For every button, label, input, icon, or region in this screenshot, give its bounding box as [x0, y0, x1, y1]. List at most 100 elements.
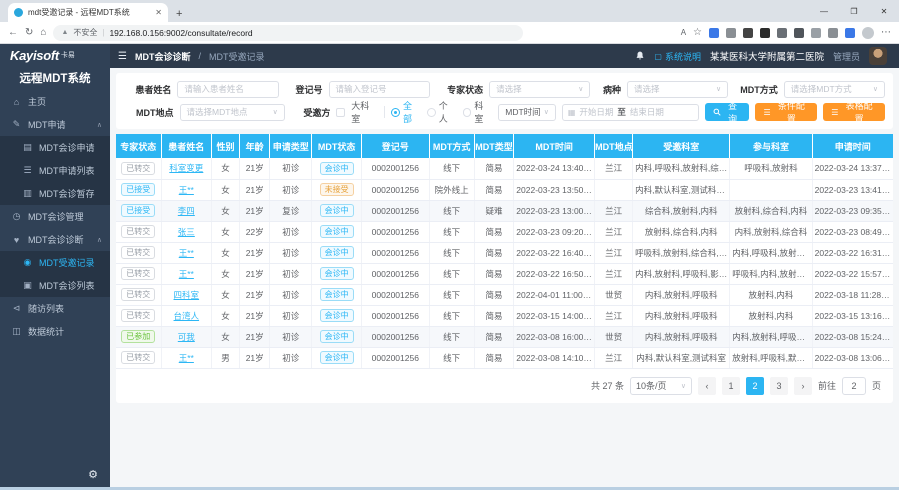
user-icon: ◉ — [23, 257, 32, 267]
column-header: 申请类型 — [269, 134, 313, 158]
sidebar-item-statistics[interactable]: ◫ 数据统计 — [12, 326, 65, 337]
back-button[interactable]: ← — [8, 27, 18, 38]
patient-name-link: 王** — [161, 263, 213, 285]
next-page-button[interactable]: › — [793, 376, 812, 395]
cell-apply-type: 初诊 — [269, 284, 313, 306]
date-range-input[interactable]: ▦ 开始日期 至 结束日期 — [561, 103, 699, 121]
mdt-mode-select[interactable]: 请选择MDT方式 ∨ — [783, 80, 885, 98]
patient-name-link[interactable]: 王** — [178, 268, 194, 279]
sidebar-item-mdt-draft[interactable]: ▥ MDT会诊暂存 — [23, 188, 95, 199]
refresh-button[interactable]: ↻ — [25, 27, 34, 38]
patient-name-link[interactable]: 张三 — [177, 226, 195, 237]
system-help-link[interactable]: ▢ 系统说明 — [654, 51, 701, 62]
sidebar-item-mdt-consult-list[interactable]: ▣ MDT会诊列表 — [23, 280, 95, 291]
cell-age: 21岁 — [239, 158, 271, 180]
more-menu-icon[interactable]: ⋯ — [881, 27, 891, 38]
window-close-button[interactable]: ✕ — [880, 6, 888, 16]
expert-status-select[interactable]: 请选择 ∨ — [489, 80, 591, 98]
bell-icon[interactable] — [635, 51, 645, 61]
cell-mdt-place: 兰江 — [594, 305, 634, 327]
extension-icon[interactable] — [845, 27, 855, 38]
copilot-icon[interactable] — [828, 27, 838, 38]
extension-icon[interactable] — [709, 27, 719, 38]
window-maximize-button[interactable]: ❐ — [850, 6, 858, 16]
address-bar[interactable]: ▲ 不安全 | 192.168.0.156:9002/consultate/re… — [53, 24, 524, 41]
column-header: MDT方式 — [429, 134, 475, 158]
extension-icon[interactable] — [794, 27, 804, 38]
gear-icon[interactable]: ⚙ — [88, 469, 98, 481]
patient-name-link[interactable]: 王** — [178, 184, 194, 195]
sidebar-item-mdt-manage[interactable]: ◷ MDT会诊管理 — [12, 211, 84, 222]
sidebar-item-mdt-invite-record[interactable]: ◉ MDT受邀记录 — [23, 257, 95, 268]
expert-status-badge: 已接受 — [121, 204, 156, 217]
query-button[interactable]: 查询 — [704, 101, 750, 124]
page-size-select[interactable]: 10条/页 ∨ — [629, 376, 692, 395]
sidebar-group-mdt-apply[interactable]: ✎ MDT申请 ∧ — [12, 119, 102, 130]
tab-close-icon[interactable]: ✕ — [155, 8, 162, 17]
patient-name-link[interactable]: 科室变更 — [169, 163, 204, 174]
extension-icon[interactable] — [726, 27, 736, 38]
sidebar-item-home[interactable]: ⌂ 主页 — [0, 90, 110, 113]
time-type-select[interactable]: MDT时间 ∨ — [498, 103, 556, 121]
patient-name-link: 张三 — [161, 221, 213, 243]
radio-personal[interactable]: 个人 — [426, 99, 457, 125]
page-button-2[interactable]: 2 — [745, 376, 764, 395]
cell-mdt-mode: 线下 — [429, 347, 475, 369]
table-row: 已转交 王** 男 21岁 初诊 会诊中 0002001256 线下 简易 2022-03-08 … — [116, 347, 893, 369]
favorite-star-icon[interactable]: ☆ — [693, 27, 702, 38]
security-warning-label: 不安全 — [73, 28, 98, 37]
disease-select[interactable]: 请选择 ∨ — [626, 80, 729, 98]
page-button-1[interactable]: 1 — [721, 376, 740, 395]
window-minimize-button[interactable]: — — [820, 6, 828, 16]
extension-icon[interactable] — [743, 27, 753, 38]
sidebar-item-mdt-apply-form[interactable]: ▤ MDT会诊申请 — [23, 142, 95, 153]
condition-config-button[interactable]: ☰ 条件配置 — [755, 101, 818, 124]
patient-name-link[interactable]: 台湾人 — [173, 310, 200, 321]
patient-name-link[interactable]: 可我 — [177, 331, 195, 342]
extension-icon[interactable] — [760, 27, 770, 38]
prev-page-button[interactable]: ‹ — [697, 376, 716, 395]
avatar[interactable] — [869, 47, 887, 65]
radio-dept[interactable]: 科室 — [462, 99, 493, 125]
expert-status-badge: 已转交 — [116, 158, 162, 180]
cell-gender: 女 — [211, 305, 241, 327]
major-dept-checkbox-label: 大科室 — [351, 101, 370, 124]
home-button[interactable]: ⌂ — [40, 27, 47, 38]
cell-age: 21岁 — [239, 263, 271, 285]
patient-name-link[interactable]: 李四 — [177, 205, 195, 216]
cell-apply-type: 初诊 — [269, 305, 313, 327]
sidebar-collapse-icon[interactable]: ☰ — [118, 50, 127, 62]
read-aloud-icon[interactable]: A — [680, 28, 687, 37]
table-config-button[interactable]: ☰ 表格配置 — [823, 101, 885, 124]
patient-name-input[interactable]: 请输入患者姓名 — [177, 80, 279, 98]
page-button-3[interactable]: 3 — [769, 376, 788, 395]
cell-gender: 女 — [211, 179, 241, 201]
chevron-down-icon: ∨ — [543, 109, 549, 116]
jump-page-input[interactable] — [841, 376, 866, 395]
expert-status-badge: 已转交 — [116, 242, 162, 264]
patient-name-link[interactable]: 四科室 — [173, 289, 200, 300]
browser-tab[interactable]: mdt受邀记录 - 远程MDT系统 ✕ — [8, 3, 168, 22]
patient-name-link[interactable]: 王** — [178, 247, 194, 258]
patient-name-link[interactable]: 王** — [178, 352, 194, 363]
sidebar-item-mdt-apply-list[interactable]: ☰ MDT申请列表 — [23, 165, 95, 176]
sidebar-item-followup-list[interactable]: ⊲ 随访列表 — [12, 303, 65, 314]
radio-all[interactable]: 全部 — [391, 99, 421, 125]
split-screen-icon[interactable] — [811, 27, 821, 38]
cell-apply-time: 2022-03-08 13:06:56 — [812, 347, 893, 369]
records-table-card: 专家状态 患者姓名 性别 年龄 申请类型 MDT状态 登记号 MDT方式 MDT类型 MDT时间 M… — [116, 134, 893, 403]
cell-apply-time: 2022-03-08 15:24:58 — [812, 326, 893, 348]
sidebar-group-mdt-diagnose[interactable]: ♥ MDT会诊诊断 ∧ — [0, 228, 110, 251]
browser-profile-icon[interactable] — [862, 26, 874, 39]
new-tab-button[interactable]: + — [176, 8, 183, 20]
breadcrumb-parent[interactable]: MDT会诊诊断 — [134, 51, 191, 62]
cell-invited-depts: 综合科,放射科,内科 — [632, 200, 731, 222]
cell-joined-depts: 呼吸科,内科,放射科,影像科 — [729, 263, 813, 285]
column-header: MDT时间 — [513, 134, 596, 158]
major-dept-checkbox[interactable] — [336, 107, 346, 117]
mdt-place-select[interactable]: 请选择MDT地点 ∨ — [179, 103, 285, 121]
extension-icon[interactable] — [777, 27, 787, 38]
column-header: 患者姓名 — [161, 134, 213, 158]
reg-no-input[interactable]: 请输入登记号 — [328, 80, 430, 98]
